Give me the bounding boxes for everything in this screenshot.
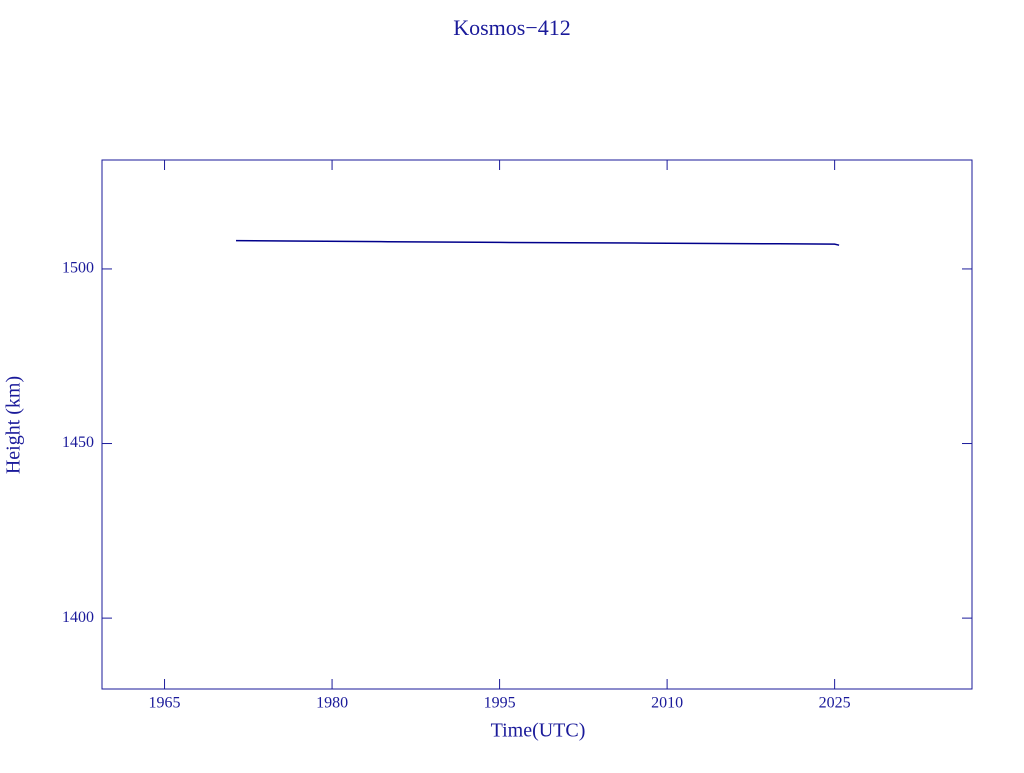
y-tick-label: 1450 (62, 434, 94, 451)
chart-title: Kosmos−412 (453, 15, 571, 40)
data-line (236, 239, 840, 246)
x-tick-label: 1965 (149, 695, 181, 712)
x-tick-label: 2010 (651, 695, 683, 712)
x-axis-label: Time(UTC) (491, 720, 586, 742)
x-tick-label: 1995 (484, 695, 516, 712)
x-tick-label: 1980 (316, 695, 348, 712)
y-tick-label: 1500 (62, 260, 94, 277)
plot-frame (101, 159, 973, 690)
x-tick-label: 2025 (819, 695, 851, 712)
y-tick-label: 1400 (62, 609, 94, 626)
y-axis-label: Height (km) (3, 376, 25, 474)
